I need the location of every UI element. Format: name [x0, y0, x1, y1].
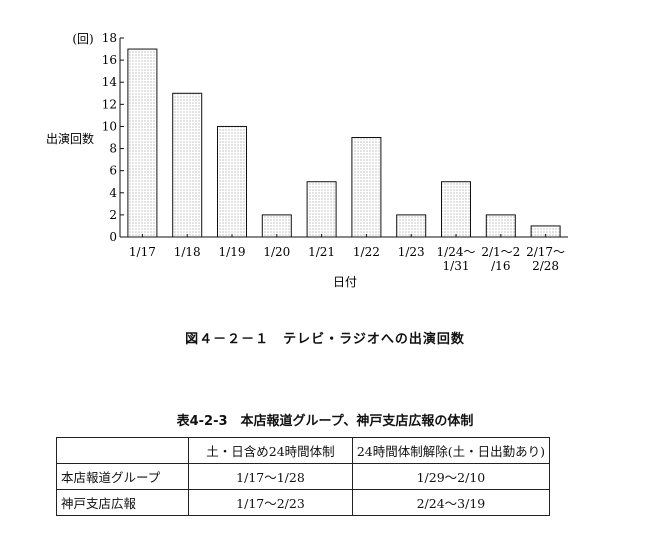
x-tick-label: /16: [491, 259, 510, 273]
header-cell-empty: [55, 437, 190, 464]
x-tick-label: 1/31: [443, 259, 470, 273]
y-tick-label: 12: [102, 97, 117, 111]
table-cell: 2/24～3/19: [351, 489, 551, 516]
bar: [396, 214, 427, 238]
row-label: 神戸支店広報: [55, 489, 190, 516]
x-tick-label: 1/21: [308, 245, 335, 259]
y-tick-label: 0: [109, 230, 117, 244]
y-tick-label: 10: [102, 119, 117, 133]
y-tick-label: 4: [109, 186, 117, 200]
x-tick-label: 2/28: [532, 259, 559, 273]
table-cell: 1/17～2/23: [188, 489, 353, 516]
y-tick-label: 2: [109, 208, 117, 222]
x-tick-label: 1/17: [129, 245, 156, 259]
table-cell: 1/29～2/10: [351, 463, 551, 490]
x-tick-label: 1/19: [219, 245, 246, 259]
x-tick-label: 2/1～2: [481, 245, 520, 259]
bar: [441, 181, 471, 238]
header-cell-released: 24時間体制解除(土・日出勤あり): [351, 437, 551, 464]
x-tick-label: 1/22: [353, 245, 380, 259]
table-row: 神戸支店広報 1/17～2/23 2/24～3/19: [55, 489, 551, 516]
bar: [485, 214, 516, 238]
x-tick-labels: 1/17 1/18 1/19 1/20 1/21 1/22 1/23 1/24～1/31 2/1…: [129, 234, 565, 273]
bars: [127, 48, 561, 238]
bar: [172, 92, 203, 238]
table-header-row: 土・日含め24時間体制 24時間体制解除(土・日出勤あり): [55, 437, 551, 464]
y-tick-label: 18: [102, 31, 117, 45]
header-cell-24h: 土・日含め24時間体制: [188, 437, 353, 464]
response-table: 土・日含め24時間体制 24時間体制解除(土・日出勤あり) 本店報道グループ 1…: [55, 437, 551, 516]
table-cell: 1/17～1/28: [188, 463, 353, 490]
y-tick-label: 14: [102, 75, 118, 89]
y-tick-label: 16: [102, 53, 117, 67]
x-tick-label: 1/18: [174, 245, 201, 259]
y-tick-label: 6: [109, 164, 117, 178]
x-tick-label: 1/24～: [437, 245, 476, 259]
bar-chart: 0 2 4 6 8 10 12 14 16 18 1/17 1/18 1/19 1/20 1/21 1/22…: [46, 31, 568, 289]
bar: [261, 214, 292, 238]
bar: [306, 181, 337, 238]
x-tick-label: 1/23: [398, 245, 425, 259]
bar: [127, 48, 158, 238]
y-axis-title: 出演回数: [46, 131, 94, 146]
table-title: 表4-2-3 本店報道グループ、神戸支店広報の体制: [176, 414, 474, 429]
x-tick-label: 2/17～: [526, 245, 565, 259]
table-row: 本店報道グループ 1/17～1/28 1/29～2/10: [55, 463, 551, 490]
figure-caption: 図４－２－１ テレビ・ラジオへの出演回数: [185, 332, 465, 347]
x-tick-label: 1/20: [263, 245, 290, 259]
y-tick-label: 8: [109, 142, 117, 156]
bar: [351, 137, 382, 238]
row-label: 本店報道グループ: [55, 463, 190, 490]
x-axis-title: 日付: [333, 275, 357, 289]
y-unit-label: (回): [72, 32, 93, 46]
bar: [217, 125, 247, 238]
